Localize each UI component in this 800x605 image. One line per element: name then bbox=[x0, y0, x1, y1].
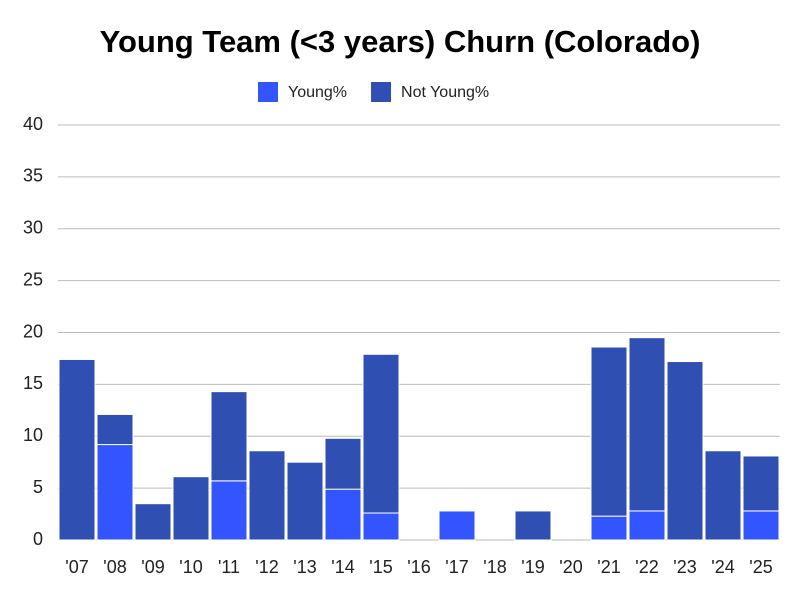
bar-segment bbox=[324, 488, 362, 541]
bar-segment bbox=[286, 461, 324, 541]
y-tick-label: 10 bbox=[23, 425, 43, 445]
bar-segment bbox=[96, 444, 134, 541]
x-tick-label: '13 bbox=[293, 557, 316, 577]
x-tick-label: '17 bbox=[445, 557, 468, 577]
chart-title: Young Team (<3 years) Churn (Colorado) bbox=[100, 24, 701, 59]
bar-segment bbox=[96, 413, 134, 446]
y-tick-label: 5 bbox=[33, 477, 43, 497]
x-tick-label: '12 bbox=[255, 557, 278, 577]
bar-segment bbox=[666, 361, 704, 541]
y-tick-label: 25 bbox=[23, 269, 43, 289]
x-tick-label: '16 bbox=[407, 557, 430, 577]
bar-segment bbox=[210, 391, 248, 482]
bar-segment bbox=[58, 358, 96, 541]
x-tick-label: '11 bbox=[218, 557, 240, 577]
y-tick-label: 0 bbox=[33, 529, 43, 549]
x-tick-label: '08 bbox=[103, 557, 126, 577]
bar-segment bbox=[438, 510, 476, 541]
bar-segment bbox=[628, 337, 666, 512]
x-tick-label: '07 bbox=[65, 557, 88, 577]
x-tick-label: '23 bbox=[673, 557, 696, 577]
bar-segment bbox=[210, 480, 248, 541]
x-tick-label: '22 bbox=[635, 557, 658, 577]
legend-swatch bbox=[371, 82, 392, 102]
x-tick-label: '18 bbox=[483, 557, 506, 577]
bar-segment bbox=[590, 346, 628, 517]
bar-segment bbox=[514, 510, 552, 541]
x-tick-label: '14 bbox=[331, 557, 354, 577]
bar-segment bbox=[742, 455, 780, 512]
x-tick-label: '25 bbox=[749, 557, 772, 577]
y-tick-label: 20 bbox=[23, 321, 43, 341]
legend-label: Young% bbox=[288, 84, 347, 101]
bar-segment bbox=[362, 353, 400, 514]
bar-segment bbox=[362, 512, 400, 541]
y-tick-label: 40 bbox=[23, 114, 43, 134]
legend-swatch bbox=[258, 82, 278, 102]
bar-segment bbox=[134, 503, 172, 541]
x-tick-label: '09 bbox=[141, 557, 164, 577]
x-tick-label: '20 bbox=[559, 557, 582, 577]
x-tick-label: '24 bbox=[711, 557, 734, 577]
bar-segment bbox=[704, 450, 742, 541]
bar-segment bbox=[248, 450, 286, 541]
bar-segment bbox=[742, 510, 780, 541]
bar-segment bbox=[628, 510, 666, 541]
bar-segment bbox=[590, 515, 628, 541]
bar-segment bbox=[324, 437, 362, 490]
y-tick-label: 15 bbox=[23, 373, 43, 393]
x-tick-label: '21 bbox=[597, 557, 620, 577]
bar-segment bbox=[172, 476, 210, 541]
y-tick-label: 35 bbox=[23, 166, 43, 186]
x-tick-label: '19 bbox=[521, 557, 544, 577]
legend-label: Not Young% bbox=[401, 84, 489, 101]
x-tick-label: '10 bbox=[179, 557, 202, 577]
x-tick-label: '15 bbox=[369, 557, 392, 577]
y-tick-label: 30 bbox=[23, 218, 43, 238]
